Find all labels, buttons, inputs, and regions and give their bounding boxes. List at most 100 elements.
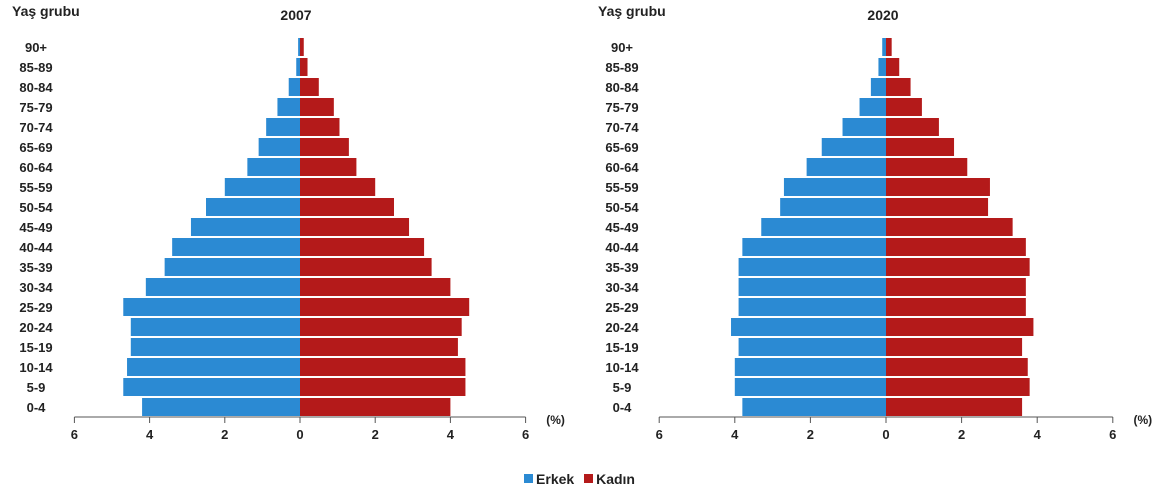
category-label: 90+ (611, 40, 633, 55)
bar-male-50-54 (780, 198, 886, 216)
bar-male-55-59 (224, 178, 300, 196)
bar-male-85-89 (296, 58, 300, 76)
bar-female-0-4 (886, 398, 1023, 416)
bar-female-35-39 (886, 258, 1030, 276)
bar-female-35-39 (300, 258, 432, 276)
bar-male-25-29 (123, 298, 300, 316)
legend-item-male: Erkek (524, 471, 574, 487)
bar-male-20-24 (731, 318, 886, 336)
category-label: 15-19 (19, 340, 52, 355)
category-label: 10-14 (605, 360, 639, 375)
bar-male-80-84 (288, 78, 300, 96)
x-axis-unit-label: (%) (1133, 413, 1152, 427)
category-label: 60-64 (19, 160, 53, 175)
category-label: 30-34 (605, 280, 639, 295)
bar-female-90+ (886, 38, 892, 56)
bar-male-70-74 (842, 118, 886, 136)
bar-female-0-4 (300, 398, 451, 416)
x-tick-label: 0 (296, 427, 303, 442)
population-pyramids: 2007 Yaş grubu 0-4 5-9 10-14 15-19 20-24 25-29 3… (12, 3, 1152, 442)
x-tick-label: 2 (807, 427, 814, 442)
bar-female-20-24 (886, 318, 1034, 336)
bar-male-65-69 (821, 138, 886, 156)
bar-male-90+ (298, 38, 300, 56)
category-label: 80-84 (605, 80, 639, 95)
category-label: 70-74 (605, 120, 639, 135)
x-tick-label: 6 (656, 427, 663, 442)
x-tick-label: 6 (71, 427, 78, 442)
category-label: 75-79 (605, 100, 638, 115)
bar-male-50-54 (206, 198, 300, 216)
bar-male-85-89 (878, 58, 886, 76)
bar-male-0-4 (142, 398, 300, 416)
bar-male-70-74 (266, 118, 300, 136)
category-label: 25-29 (605, 300, 638, 315)
bar-female-85-89 (300, 58, 308, 76)
category-label: 5-9 (27, 380, 46, 395)
bar-female-80-84 (886, 78, 911, 96)
bar-male-55-59 (783, 178, 886, 196)
category-label: 65-69 (605, 140, 638, 155)
category-label: 45-49 (19, 220, 52, 235)
bar-male-10-14 (127, 358, 300, 376)
bar-female-15-19 (886, 338, 1023, 356)
bar-female-70-74 (300, 118, 340, 136)
x-tick-label: 4 (731, 427, 739, 442)
bar-male-75-79 (859, 98, 886, 116)
chart-title: 2020 (867, 7, 898, 23)
category-label: 10-14 (19, 360, 53, 375)
legend-swatch-male (524, 474, 534, 483)
bar-female-80-84 (300, 78, 319, 96)
bar-male-15-19 (738, 338, 886, 356)
bar-male-75-79 (277, 98, 300, 116)
category-label: 90+ (25, 40, 47, 55)
bar-female-65-69 (886, 138, 955, 156)
bar-male-30-34 (738, 278, 886, 296)
x-tick-label: 4 (1034, 427, 1042, 442)
bar-female-60-64 (300, 158, 357, 176)
category-label: 0-4 (27, 400, 47, 415)
category-label: 35-39 (19, 260, 52, 275)
category-label: 35-39 (605, 260, 638, 275)
bar-female-30-34 (886, 278, 1026, 296)
legend-item-female: Kadın (584, 471, 635, 487)
bar-male-15-19 (130, 338, 300, 356)
bar-male-90+ (882, 38, 886, 56)
bar-female-70-74 (886, 118, 939, 136)
x-tick-label: 6 (1109, 427, 1116, 442)
bar-female-5-9 (300, 378, 466, 396)
x-tick-label: 4 (146, 427, 154, 442)
category-label: 40-44 (605, 240, 639, 255)
category-label: 20-24 (605, 320, 639, 335)
y-axis-label: Yaş grubu (598, 3, 666, 19)
category-label: 85-89 (19, 60, 52, 75)
bar-female-60-64 (886, 158, 968, 176)
y-axis-label: Yaş grubu (12, 3, 80, 19)
category-label: 0-4 (613, 400, 633, 415)
bar-male-40-44 (172, 238, 300, 256)
bar-male-45-49 (190, 218, 300, 236)
bar-female-45-49 (886, 218, 1013, 236)
bar-female-65-69 (300, 138, 349, 156)
bar-female-20-24 (300, 318, 462, 336)
category-label: 50-54 (605, 200, 639, 215)
legend-label-male: Erkek (536, 470, 575, 487)
bar-male-35-39 (738, 258, 886, 276)
category-label: 15-19 (605, 340, 638, 355)
bar-female-25-29 (886, 298, 1026, 316)
bar-female-75-79 (886, 98, 922, 116)
bar-male-5-9 (734, 378, 886, 396)
category-label: 65-69 (19, 140, 52, 155)
bar-male-20-24 (130, 318, 300, 336)
bar-female-40-44 (886, 238, 1026, 256)
bar-male-10-14 (734, 358, 886, 376)
bar-male-0-4 (742, 398, 886, 416)
bar-female-55-59 (300, 178, 376, 196)
legend-swatch-female (584, 474, 594, 483)
bar-male-45-49 (761, 218, 886, 236)
legend-label-female: Kadın (596, 470, 635, 487)
category-label: 55-59 (605, 180, 638, 195)
bar-female-90+ (300, 38, 304, 56)
category-label: 5-9 (613, 380, 632, 395)
bar-male-25-29 (738, 298, 886, 316)
